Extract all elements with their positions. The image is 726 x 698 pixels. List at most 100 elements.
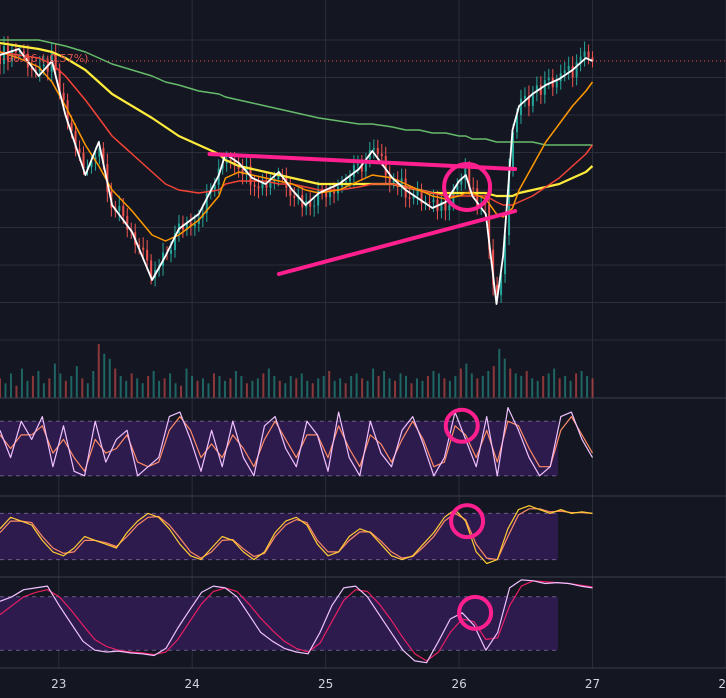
volume-bar-35 bbox=[191, 375, 194, 398]
volume-bar-13 bbox=[70, 375, 73, 398]
volume-bar-52 bbox=[284, 383, 287, 398]
candle-body-44 bbox=[173, 233, 176, 250]
volume-bar-101 bbox=[553, 368, 556, 398]
volume-bar-85 bbox=[465, 363, 468, 398]
volume-bar-59 bbox=[322, 375, 325, 398]
volume-bar-29 bbox=[158, 380, 161, 398]
candle-body-37 bbox=[146, 249, 149, 261]
volume-bar-2 bbox=[9, 373, 12, 398]
osc-k-line-0 bbox=[0, 407, 594, 477]
volume-bar-105 bbox=[575, 373, 578, 398]
candle-body-136 bbox=[539, 85, 542, 95]
candle-body-56 bbox=[221, 163, 224, 169]
volume-bar-12 bbox=[64, 380, 67, 398]
volume-bar-63 bbox=[344, 383, 347, 398]
candle-body-129 bbox=[512, 132, 515, 169]
volume-bar-65 bbox=[355, 373, 358, 398]
candle-body-123 bbox=[488, 204, 491, 250]
panel-separators bbox=[0, 397, 726, 669]
candle-body-92 bbox=[364, 159, 367, 172]
volume-bar-71 bbox=[388, 378, 391, 398]
volume-bar-60 bbox=[328, 371, 331, 398]
volume-bar-41 bbox=[223, 380, 226, 398]
candle-body-14 bbox=[54, 52, 57, 70]
candle-body-132 bbox=[523, 95, 526, 99]
candle-body-119 bbox=[472, 187, 475, 189]
candle-body-60 bbox=[237, 165, 240, 169]
candle-body-117 bbox=[464, 167, 467, 180]
candle-body-18 bbox=[70, 122, 73, 131]
price-change-label: -90.66 (-0.57%) bbox=[2, 52, 88, 65]
volume-bar-98 bbox=[536, 380, 539, 398]
candle-body-95 bbox=[376, 147, 379, 154]
volume-bars bbox=[0, 344, 594, 398]
volume-bar-80 bbox=[437, 373, 440, 398]
volume-bar-107 bbox=[586, 375, 589, 398]
candle-body-96 bbox=[380, 153, 383, 157]
candle-body-98 bbox=[388, 175, 391, 183]
volume-bar-27 bbox=[147, 375, 150, 398]
volume-bar-83 bbox=[454, 375, 457, 398]
ma-mid-line bbox=[0, 51, 594, 206]
candle-body-48 bbox=[189, 222, 192, 227]
volume-bar-44 bbox=[240, 375, 243, 398]
x-tick-label-5: 28 bbox=[718, 677, 726, 691]
volume-bar-8 bbox=[42, 383, 45, 398]
volume-bar-78 bbox=[426, 375, 429, 398]
volume-bar-42 bbox=[229, 378, 232, 398]
candle-body-94 bbox=[372, 147, 375, 151]
volume-bar-99 bbox=[542, 375, 545, 398]
candle-body-32 bbox=[126, 216, 129, 230]
volume-bar-82 bbox=[448, 380, 451, 398]
volume-bar-92 bbox=[503, 358, 506, 398]
candle-body-16 bbox=[62, 92, 65, 101]
osc-highlight-circle-1 bbox=[449, 503, 486, 540]
candle-body-26 bbox=[102, 148, 105, 164]
candle-body-144 bbox=[571, 66, 574, 78]
volume-bar-54 bbox=[295, 378, 298, 398]
candle-body-112 bbox=[444, 201, 447, 211]
volume-bar-102 bbox=[558, 378, 561, 398]
candle-body-12 bbox=[46, 64, 49, 72]
candle-body-147 bbox=[583, 51, 586, 57]
candle-body-31 bbox=[122, 205, 125, 217]
candle-body-88 bbox=[348, 176, 351, 182]
osc-highlight-circle-0 bbox=[443, 407, 480, 444]
volume-bar-103 bbox=[564, 375, 567, 398]
candle-body-6 bbox=[22, 51, 25, 54]
volume-bar-26 bbox=[141, 383, 144, 398]
candle-body-19 bbox=[74, 130, 77, 149]
volume-bar-66 bbox=[361, 378, 364, 398]
candle-body-116 bbox=[460, 179, 463, 185]
volume-bar-31 bbox=[169, 373, 172, 398]
volume-bar-93 bbox=[509, 368, 512, 398]
candle-body-61 bbox=[241, 168, 244, 175]
volume-bar-86 bbox=[470, 373, 473, 398]
volume-bar-34 bbox=[185, 368, 188, 398]
x-tick-label-3: 26 bbox=[451, 677, 466, 691]
candle-body-84 bbox=[333, 192, 336, 194]
volume-bar-56 bbox=[306, 380, 309, 398]
volume-bar-50 bbox=[273, 375, 276, 398]
candle-body-91 bbox=[360, 164, 363, 172]
volume-bar-23 bbox=[125, 380, 128, 398]
candle-body-23 bbox=[90, 161, 93, 167]
candle-body-140 bbox=[555, 81, 558, 88]
x-tick-label-4: 27 bbox=[585, 677, 600, 691]
volume-bar-74 bbox=[405, 375, 408, 398]
x-axis-ticks: 23 24 25 26 27 28 bbox=[51, 677, 726, 691]
volume-bar-72 bbox=[394, 380, 397, 398]
candle-body-36 bbox=[142, 247, 145, 250]
volume-bar-7 bbox=[37, 371, 40, 398]
candle-body-52 bbox=[205, 192, 208, 214]
trendline-0 bbox=[207, 152, 518, 171]
chart-grid bbox=[0, 0, 726, 668]
candle-body-64 bbox=[253, 184, 256, 187]
candle-body-0 bbox=[0, 55, 1, 64]
candle-body-43 bbox=[170, 249, 173, 254]
candle-body-99 bbox=[392, 179, 395, 183]
candle-body-66 bbox=[261, 180, 264, 189]
candle-body-103 bbox=[408, 197, 411, 199]
